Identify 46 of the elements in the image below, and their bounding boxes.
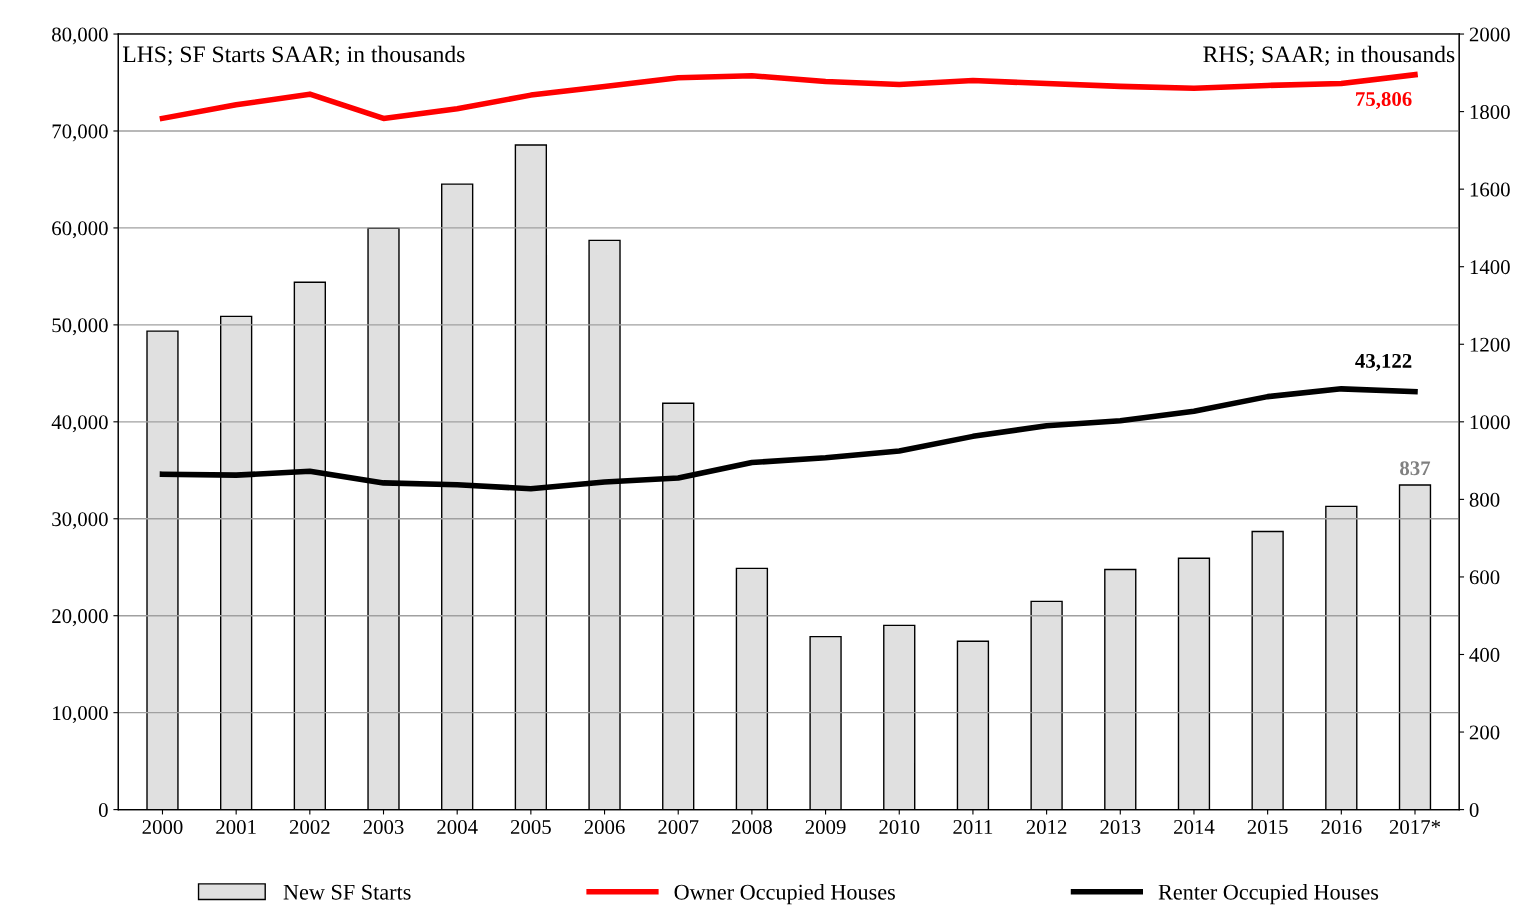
data-label: 837 — [1400, 461, 1431, 476]
legend-label: Renter Occupied Houses — [1158, 884, 1379, 905]
annotation: LHS; SF Starts SAAR; in thousands — [122, 45, 465, 66]
x-tick-label: 2010 — [879, 819, 920, 834]
x-tick-label: 2003 — [363, 819, 404, 834]
y-tick-label: 80,000 — [52, 27, 108, 45]
y-tick-label: 0 — [98, 802, 108, 818]
x-tick-label: 2011 — [953, 819, 993, 834]
x-tick-label: 2009 — [805, 819, 846, 834]
legend-label: New SF Starts — [283, 884, 411, 900]
x-tick-label: 2016 — [1321, 819, 1362, 834]
y2-tick-label: 0 — [1469, 802, 1479, 818]
y2-tick-label: 1200 — [1470, 337, 1510, 352]
x-tick-label: 2000 — [142, 819, 183, 834]
x-tick-label: 2001 — [216, 819, 256, 834]
y2-tick-label: 600 — [1469, 570, 1500, 585]
y2-tick-label: 400 — [1469, 647, 1500, 662]
y-tick-label: 10,000 — [53, 706, 108, 724]
legend-label: Owner Occupied Houses — [674, 884, 895, 905]
y2-tick-label: 1800 — [1470, 104, 1510, 120]
annotation: RHS; SAAR; in thousands — [1203, 45, 1455, 66]
y-tick-label: 70,000 — [52, 124, 108, 142]
y2-tick-label: 1600 — [1470, 182, 1510, 197]
data-label: 75,806 — [1356, 91, 1412, 110]
x-tick-label: 2017* — [1389, 819, 1441, 834]
y-tick-label: 30,000 — [52, 512, 108, 530]
y2-tick-label: 1000 — [1470, 415, 1510, 430]
y2-tick-label: 200 — [1469, 725, 1500, 740]
y2-tick-label: 1400 — [1470, 260, 1510, 275]
y2-tick-label: 800 — [1469, 492, 1500, 507]
x-tick-label: 2014 — [1174, 819, 1215, 834]
x-tick-label: 2015 — [1247, 819, 1288, 834]
x-tick-label: 2008 — [731, 819, 772, 834]
x-tick-label: 2012 — [1026, 819, 1067, 834]
y-tick-label: 50,000 — [52, 318, 108, 336]
y-tick-label: 60,000 — [52, 221, 108, 239]
y2-tick-label: 2000 — [1469, 27, 1510, 42]
data-label: 43,122 — [1355, 353, 1412, 371]
y-tick-label: 20,000 — [52, 609, 108, 627]
x-tick-label: 2007 — [658, 819, 699, 834]
x-tick-label: 2004 — [437, 819, 478, 834]
x-tick-label: 2005 — [510, 819, 551, 834]
x-tick-label: 2013 — [1100, 819, 1141, 834]
y-tick-label: 40,000 — [51, 415, 108, 433]
x-tick-label: 2002 — [289, 819, 330, 834]
x-tick-label: 2006 — [584, 819, 625, 834]
